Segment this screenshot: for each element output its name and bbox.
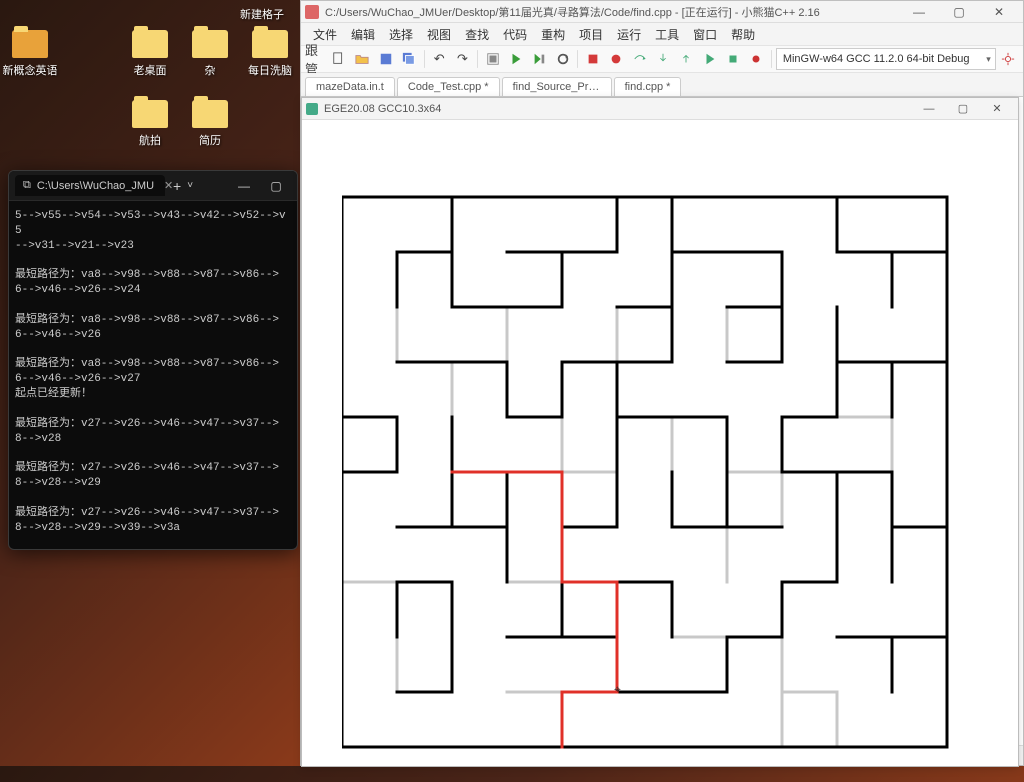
desktop: 新建格子 新概念英语 老桌面杂每日洗脑航拍简历 <box>0 0 300 180</box>
terminal-tab[interactable]: ⧉ C:\Users\WuChao_JMU ✕ <box>15 175 165 196</box>
menu-item[interactable]: 帮助 <box>725 24 761 45</box>
folder-label: 每日洗脑 <box>240 62 300 78</box>
step-over-button[interactable] <box>629 48 650 70</box>
editor-area: EGE20.08 GCC10.3x64 — ▢ ✕ ⌖ <box>301 97 1023 745</box>
editor-tab[interactable]: Code_Test.cpp * <box>397 77 500 96</box>
breakpoint-button[interactable] <box>746 48 767 70</box>
redo-button[interactable]: ↷ <box>452 48 473 70</box>
ege-icon <box>306 103 318 115</box>
tab-menu-chevron-icon[interactable]: ˅ <box>187 180 193 191</box>
compile-button[interactable] <box>482 48 503 70</box>
rebuild-button[interactable] <box>552 48 573 70</box>
close-icon[interactable]: ✕ <box>164 179 173 192</box>
window-title: C:/Users/WuChao_JMUer/Desktop/第11届光真/寻路算… <box>325 4 820 20</box>
new-file-button[interactable] <box>328 48 349 70</box>
minimize-button[interactable]: — <box>229 175 259 197</box>
folder-icon <box>252 30 288 58</box>
stop-debug-button[interactable] <box>722 48 743 70</box>
folder-icon <box>12 30 48 58</box>
maximize-button[interactable]: ▢ <box>939 2 979 22</box>
debug-button[interactable] <box>606 48 627 70</box>
terminal-titlebar[interactable]: ⧉ C:\Users\WuChao_JMU ✕ + ˅ — ▢ <box>9 171 297 201</box>
maximize-button[interactable]: ▢ <box>946 100 980 118</box>
desktop-group-label: 新建格子 <box>240 6 284 22</box>
ege-run-window: EGE20.08 GCC10.3x64 — ▢ ✕ ⌖ <box>301 97 1019 767</box>
terminal-window: ⧉ C:\Users\WuChao_JMU ✕ + ˅ — ▢ 5-->v55-… <box>8 170 298 550</box>
folder-label: 航拍 <box>120 132 180 148</box>
menu-item[interactable]: 查找 <box>459 24 495 45</box>
menu-item[interactable]: 项目 <box>573 24 609 45</box>
undo-button[interactable]: ↶ <box>429 48 450 70</box>
separator <box>771 50 772 68</box>
menu-item[interactable]: 运行 <box>611 24 647 45</box>
cursor-icon: ⌖ <box>614 682 621 697</box>
menu-item[interactable]: 视图 <box>421 24 457 45</box>
ege-canvas[interactable]: ⌖ <box>302 120 1018 766</box>
desktop-folder[interactable]: 老桌面 <box>120 30 180 78</box>
editor-tab[interactable]: find.cpp * <box>614 77 682 96</box>
step-into-button[interactable] <box>652 48 673 70</box>
folder-icon <box>192 30 228 58</box>
save-button[interactable] <box>375 48 396 70</box>
open-button[interactable] <box>352 48 373 70</box>
folder-label: 简历 <box>180 132 240 148</box>
compiler-select[interactable]: MinGW-w64 GCC 11.2.0 64-bit Debug <box>776 48 996 70</box>
new-tab-button[interactable]: + <box>173 178 181 194</box>
ide-window: C:/Users/WuChao_JMUer/Desktop/第11届光真/寻路算… <box>300 0 1024 766</box>
save-all-button[interactable] <box>398 48 419 70</box>
run-button[interactable] <box>505 48 526 70</box>
desktop-folder[interactable]: 航拍 <box>120 100 180 148</box>
separator <box>577 50 578 68</box>
ege-titlebar[interactable]: EGE20.08 GCC10.3x64 — ▢ ✕ <box>302 98 1018 120</box>
menu-item[interactable]: 重构 <box>535 24 571 45</box>
terminal-tab-title: C:\Users\WuChao_JMU <box>37 180 154 192</box>
folder-icon <box>132 100 168 128</box>
step-out-button[interactable] <box>676 48 697 70</box>
terminal-output[interactable]: 5-->v55-->v54-->v53-->v43-->v42-->v52-->… <box>9 201 297 550</box>
folder-icon <box>132 30 168 58</box>
separator <box>477 50 478 68</box>
menu-item[interactable]: 选择 <box>383 24 419 45</box>
desktop-folder[interactable]: 简历 <box>180 100 240 148</box>
desktop-folder[interactable]: 每日洗脑 <box>240 30 300 78</box>
menu-bar[interactable]: 文件编辑选择视图查找代码重构项目运行工具窗口帮助 <box>301 23 1023 45</box>
menu-item[interactable]: 代码 <box>497 24 533 45</box>
editor-tab[interactable]: mazeData.in.t <box>305 77 395 96</box>
ege-title-text: EGE20.08 GCC10.3x64 <box>324 103 441 115</box>
continue-button[interactable] <box>699 48 720 70</box>
folder-label: 杂 <box>180 62 240 78</box>
close-button[interactable]: ✕ <box>979 2 1019 22</box>
folder-icon <box>192 100 228 128</box>
menu-item[interactable]: 编辑 <box>345 24 381 45</box>
terminal-tab-icon: ⧉ <box>23 179 31 192</box>
close-button[interactable]: ✕ <box>980 100 1014 118</box>
minimize-button[interactable]: — <box>912 100 946 118</box>
desktop-folder[interactable]: 杂 <box>180 30 240 78</box>
compile-run-button[interactable] <box>529 48 550 70</box>
minimize-button[interactable]: — <box>899 2 939 22</box>
menu-item[interactable]: 窗口 <box>687 24 723 45</box>
side-tab-label[interactable]: 跟管 <box>305 48 326 70</box>
folder-label: 新概念英语 <box>0 62 60 78</box>
desktop-folder[interactable]: 新概念英语 <box>0 30 60 78</box>
toolbar: 跟管 ↶ ↷ MinGW-w64 GCC 11.2.0 64-bit Debug <box>301 45 1023 73</box>
ide-titlebar[interactable]: C:/Users/WuChao_JMUer/Desktop/第11届光真/寻路算… <box>301 1 1023 23</box>
settings-button[interactable] <box>998 48 1019 70</box>
stop-button[interactable] <box>582 48 603 70</box>
editor-tabs[interactable]: mazeData.in.tCode_Test.cpp *find_Source_… <box>301 73 1023 97</box>
folder-label: 老桌面 <box>120 62 180 78</box>
menu-item[interactable]: 工具 <box>649 24 685 45</box>
separator <box>424 50 425 68</box>
editor-tab[interactable]: find_Source_Protect.cpp * <box>502 77 612 96</box>
app-icon <box>305 5 319 19</box>
maximize-button[interactable]: ▢ <box>261 175 291 197</box>
